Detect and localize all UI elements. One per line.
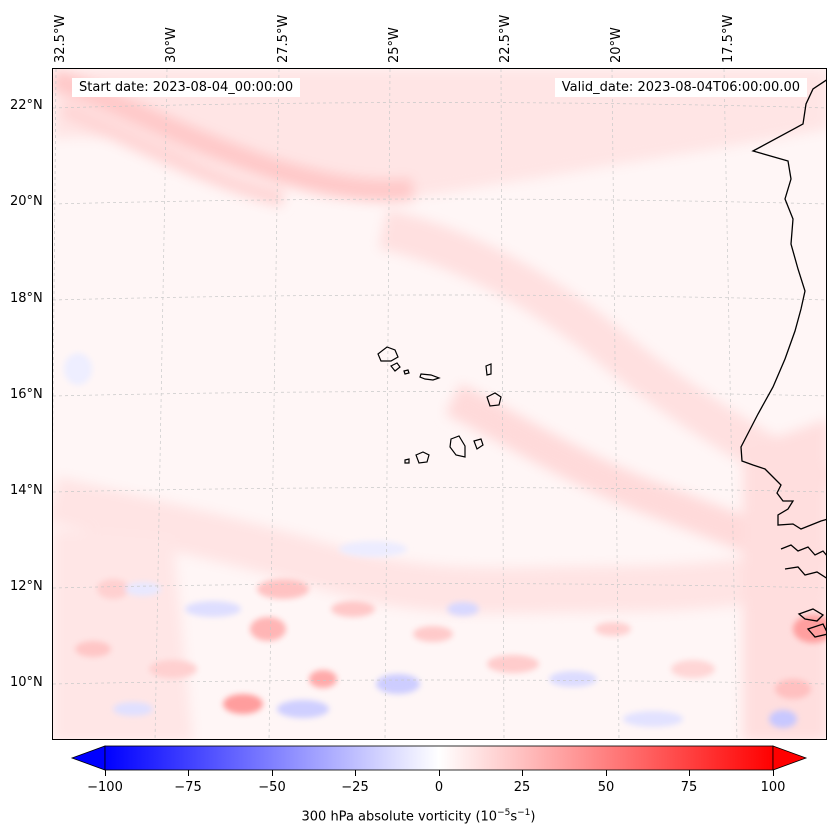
colorbar-tick-label: −100 [87,780,123,795]
vorticity-map: Start date: 2023-08-04_00:00:00 Valid_da… [52,68,827,740]
africa-coastline [740,79,826,530]
colorbar-tick-label: −75 [174,780,202,795]
island-maio [473,438,484,450]
colorbar-title: 300 hPa absolute vorticity (10−5s−1) [301,808,536,825]
vorticity-small-scale [64,353,826,728]
colorbar-body [104,745,774,771]
colorbar-tick [606,770,607,776]
island-brava [404,458,410,464]
colorbar-tick-label: 50 [597,780,615,795]
island-sao-vicente [390,362,401,372]
lon-label-30w: 30°W [164,27,179,63]
colorbar-tick-label: −25 [341,780,369,795]
island-sal [485,363,492,376]
lat-label-16n: 16°N [10,387,43,402]
colorbar-min-extension [70,745,106,771]
colorbar-tick-label: 100 [760,780,786,795]
lon-label-25w: 25°W [387,27,402,63]
island-santo-antao [377,346,399,362]
lon-label-17.5w: 17.5°W [721,14,736,63]
lat-label-20n: 20°N [10,194,43,209]
colorbar-tick [522,770,523,776]
lon-label-22.5w: 22.5°W [498,14,513,63]
colorbar-tick [105,770,106,776]
coastline [740,79,826,638]
colorbar [70,745,808,771]
island-fogo [415,451,430,464]
lat-label-18n: 18°N [10,291,43,306]
colorbar-tick [355,770,356,776]
cape-verde-islands [377,346,502,464]
graticule [53,69,826,739]
island-sao-nicolau [419,373,441,381]
colorbar-max-extension [772,745,808,771]
lon-label-32.5w: 32.5°W [53,14,68,63]
colorbar-tick-label: 75 [680,780,698,795]
colorbar-tick [439,770,440,776]
colorbar-tick-label: −50 [258,780,286,795]
island-boa-vista [486,392,502,407]
lat-label-12n: 12°N [10,579,43,594]
lon-label-20w: 20°W [609,27,624,63]
colorbar-tick [188,770,189,776]
island-santa-luzia [403,369,410,375]
vorticity-positive-bands [53,69,826,739]
colorbar-tick [689,770,690,776]
start-date-label: Start date: 2023-08-04_00:00:00 [72,78,301,97]
valid-date-label: Valid_date: 2023-08-04T06:00:00.00 [554,78,807,97]
island-santiago [449,435,466,458]
colorbar-tick-label: 25 [513,780,531,795]
colorbar-tick-label: 0 [434,780,444,795]
vorticity-field [53,69,826,739]
colorbar-tick [773,770,774,776]
lon-label-27.5w: 27.5°W [276,14,291,63]
colorbar-tick [272,770,273,776]
lat-label-14n: 14°N [10,483,43,498]
lat-label-10n: 10°N [10,675,43,690]
lat-label-22n: 22°N [10,98,43,113]
